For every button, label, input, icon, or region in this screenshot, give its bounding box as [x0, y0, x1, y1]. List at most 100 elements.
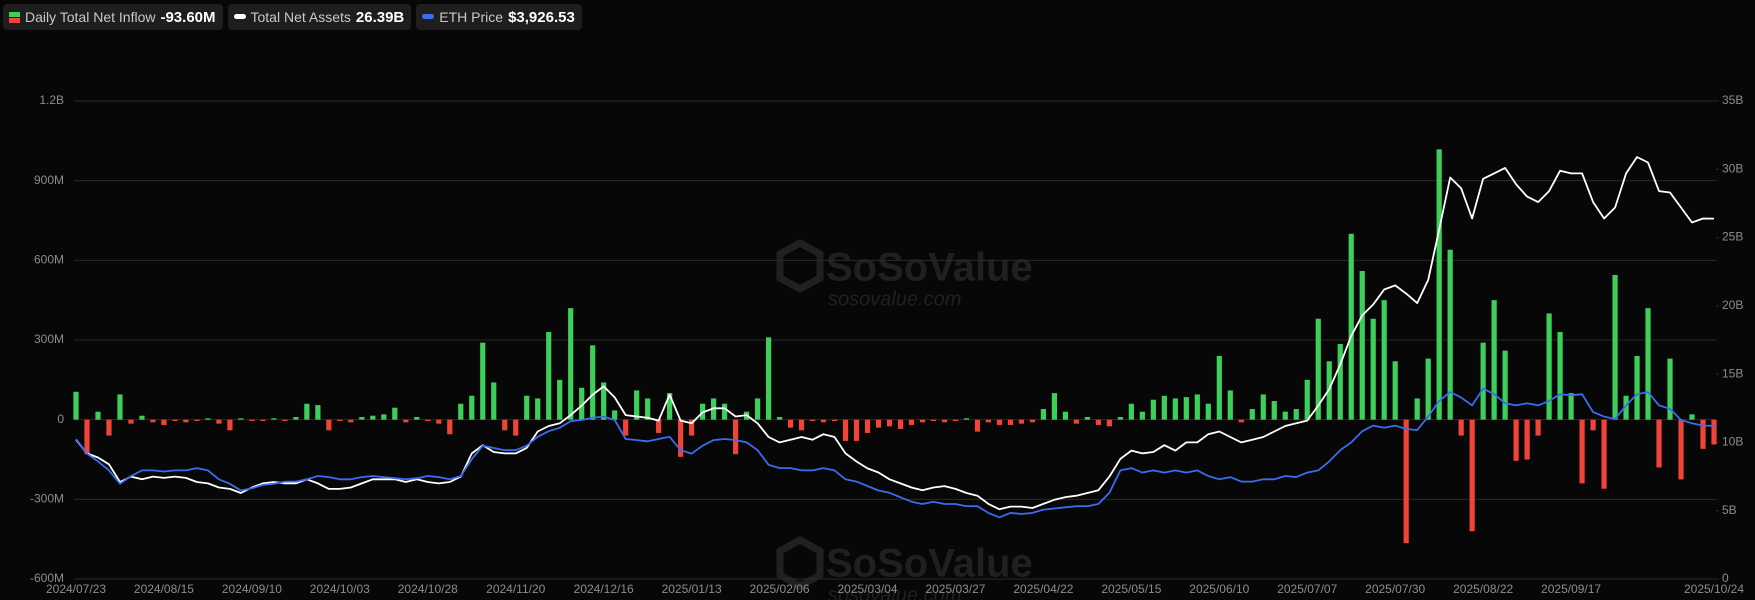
- bar: [853, 419, 860, 441]
- bar: [952, 419, 959, 421]
- bar: [95, 411, 101, 420]
- bar: [381, 414, 387, 420]
- bar: [535, 398, 541, 420]
- x-tick-label: 2025/07/07: [1277, 582, 1337, 596]
- bar: [1535, 419, 1541, 436]
- y2-tick-label: 10B: [1722, 435, 1743, 449]
- bar: [1513, 419, 1519, 461]
- bar: [1348, 233, 1354, 420]
- bar: [392, 407, 398, 420]
- bar: [194, 419, 200, 421]
- y2-tick-label: 0: [1722, 571, 1729, 585]
- bar: [1260, 394, 1266, 420]
- x-tick-label: 2025/10/24: [1684, 582, 1744, 596]
- bar: [403, 419, 409, 423]
- bar: [831, 419, 838, 421]
- bar: [1623, 395, 1629, 420]
- bar: [579, 387, 585, 420]
- bar: [315, 405, 321, 420]
- bar: [139, 415, 145, 420]
- bar: [491, 382, 497, 420]
- bar: [1381, 300, 1387, 420]
- bar: [1084, 417, 1090, 420]
- bar: [1029, 419, 1036, 423]
- x-tick-label: 2025/08/22: [1453, 582, 1513, 596]
- legend-item[interactable]: Total Net Assets 26.39B: [227, 4, 412, 30]
- bar: [667, 393, 673, 420]
- bar: [1645, 308, 1651, 420]
- bar: [1370, 318, 1376, 420]
- x-tick-label: 2025/09/17: [1541, 582, 1601, 596]
- bar: [1062, 411, 1068, 420]
- x-tick-label: 2024/12/16: [574, 582, 634, 596]
- bar: [1205, 403, 1211, 420]
- bar: [1656, 419, 1662, 468]
- bar: [1227, 390, 1233, 420]
- bar: [656, 419, 662, 433]
- bar: [820, 419, 827, 423]
- bar: [1667, 358, 1673, 420]
- bar: [150, 419, 156, 423]
- bar: [1194, 394, 1200, 420]
- bar: [765, 337, 772, 420]
- bar: [1293, 409, 1299, 420]
- bar: [689, 419, 695, 436]
- bar: [172, 419, 178, 421]
- bar: [1238, 419, 1244, 423]
- bar: [1524, 419, 1530, 460]
- bar: [1579, 419, 1585, 484]
- bar: [678, 419, 684, 457]
- bar: [1480, 342, 1486, 420]
- bar: [1117, 417, 1123, 420]
- bar: [1271, 401, 1277, 420]
- bar: [73, 391, 79, 420]
- x-tick-label: 2024/07/23: [46, 582, 106, 596]
- x-tick-label: 2025/03/27: [925, 582, 985, 596]
- y-tick-label: 0: [57, 412, 64, 426]
- bar: [1634, 355, 1640, 420]
- bar: [216, 419, 222, 424]
- bar: [963, 418, 970, 420]
- bar: [1216, 355, 1222, 420]
- bar: [1106, 419, 1112, 427]
- legend-item[interactable]: Daily Total Net Inflow -93.60M: [3, 4, 223, 30]
- bar: [271, 418, 277, 420]
- x-tick-label: 2025/04/22: [1013, 582, 1073, 596]
- bar: [117, 394, 123, 420]
- bar: [996, 419, 1003, 425]
- bar: [1183, 397, 1189, 420]
- y-tick-label: -300M: [30, 492, 64, 506]
- bar: [447, 419, 453, 435]
- bar: [634, 390, 640, 420]
- legend-item[interactable]: ETH Price $3,926.53: [416, 4, 582, 30]
- watermark-brand: SoSoValue: [826, 246, 1033, 290]
- bar: [974, 419, 981, 432]
- legend-label: Total Net Assets: [250, 9, 351, 25]
- bar: [205, 418, 211, 420]
- bar: [809, 419, 816, 421]
- bar: [1304, 379, 1310, 420]
- bar: [1359, 270, 1365, 420]
- legend-value: $3,926.53: [508, 8, 575, 26]
- bar: [798, 419, 805, 431]
- bar: [326, 419, 332, 431]
- bar: [754, 398, 761, 420]
- bar: [370, 415, 376, 420]
- bar: [623, 419, 629, 436]
- watermark-site: sosovalue.com: [828, 584, 961, 600]
- x-tick-label: 2024/10/28: [398, 582, 458, 596]
- legend-label: ETH Price: [439, 9, 504, 25]
- bar: [249, 419, 255, 421]
- line: [75, 387, 1715, 519]
- x-tick-label: 2024/11/20: [486, 582, 545, 596]
- bar: [1172, 398, 1178, 420]
- bar: [436, 419, 442, 424]
- bar: [930, 419, 937, 421]
- bar: [106, 419, 112, 436]
- bar: [1590, 419, 1596, 431]
- x-tick-label: 2025/02/06: [750, 582, 810, 596]
- bar: [908, 419, 915, 425]
- bar: [1425, 358, 1431, 420]
- bar: [568, 308, 574, 420]
